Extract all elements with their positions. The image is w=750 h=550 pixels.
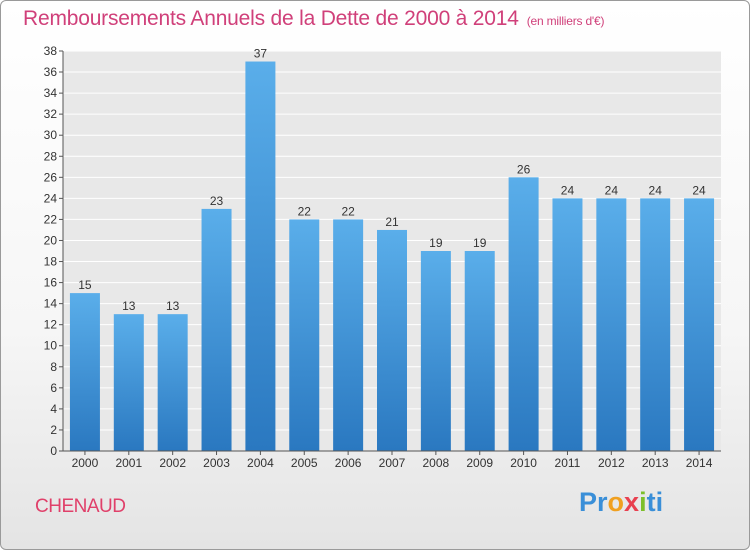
y-tick-label: 22 [44,212,58,226]
y-tick-label: 0 [50,444,57,458]
y-tick-label: 2 [50,423,57,437]
bar [245,61,276,452]
x-tick-label: 2002 [159,456,186,470]
bar [333,219,364,451]
logo-letter: i [639,487,647,517]
bar [113,314,144,451]
y-tick-label: 38 [44,44,58,58]
y-tick-label: 34 [44,86,58,100]
chart-title-text: Remboursements Annuels de la Dette de 20… [23,7,519,30]
y-tick-label: 24 [44,191,58,205]
y-tick-label: 18 [44,255,58,269]
data-labels: 15 13 13 23 37 22 22 21 19 19 26 24 24 24 24 [78,47,706,314]
bar [201,208,232,451]
y-tick-label: 36 [44,65,58,79]
bar [377,229,407,451]
logo-letter: ti [646,487,664,517]
data-label: 19 [429,236,443,250]
y-tick-label: 4 [50,402,57,416]
data-label: 24 [649,183,663,197]
data-label: 24 [561,183,575,197]
y-tick-label: 28 [44,149,58,163]
x-tick-label: 2007 [379,456,406,470]
x-axis: 2000 2001 2002 2003 2004 2005 2006 2007 2008 2009… [63,450,721,470]
y-tick-label: 32 [44,107,58,121]
y-tick-label: 16 [44,276,58,290]
y-tick-label: 8 [50,360,57,374]
y-tick-label: 10 [44,339,58,353]
bar [420,251,451,451]
data-label: 26 [517,162,531,176]
chart-title: Remboursements Annuels de la Dette de 20… [23,7,604,31]
data-label: 37 [254,47,268,61]
bar [69,293,100,451]
x-tick-label: 2014 [686,456,713,470]
bar [508,177,539,451]
bar [289,219,320,451]
bar [684,198,715,451]
x-tick-label: 2008 [423,456,450,470]
data-label: 22 [341,204,355,218]
data-label: 13 [122,299,136,313]
y-tick-label: 12 [44,318,58,332]
data-label: 21 [385,215,399,229]
bar [596,198,627,451]
commune-name: CHENAUD [35,496,126,517]
x-tick-label: 2012 [598,456,625,470]
data-label: 19 [473,236,487,250]
bar [157,314,188,451]
chart-unit: (en milliers d'€) [526,14,605,28]
data-label: 24 [605,183,619,197]
x-tick-label: 2000 [72,456,99,470]
y-tick-label: 26 [44,170,58,184]
x-tick-label: 2009 [466,456,493,470]
y-tick-label: 20 [44,233,58,247]
bar [464,251,495,451]
bars [69,61,715,452]
y-tick-label: 6 [50,381,57,395]
x-tick-label: 2003 [203,456,230,470]
data-label: 22 [298,204,312,218]
x-tick-label: 2004 [247,456,274,470]
bar [640,198,671,451]
logo-letter: x [624,487,640,517]
x-tick-label: 2010 [510,456,537,470]
y-tick-label: 14 [44,297,58,311]
x-tick-label: 2005 [291,456,318,470]
data-label: 23 [210,194,224,208]
data-label: 15 [78,278,92,292]
x-tick-label: 2011 [555,456,581,470]
y-tick-label: 30 [44,128,58,142]
proxiti-logo: Proxiti [579,487,663,518]
data-label: 24 [692,183,706,197]
data-label: 13 [166,299,180,313]
x-tick-label: 2001 [115,456,142,470]
logo-letter: o [607,487,625,517]
bar [552,198,583,451]
logo-letter: Pr [579,487,608,517]
x-tick-label: 2006 [335,456,362,470]
x-tick-label: 2013 [642,456,669,470]
